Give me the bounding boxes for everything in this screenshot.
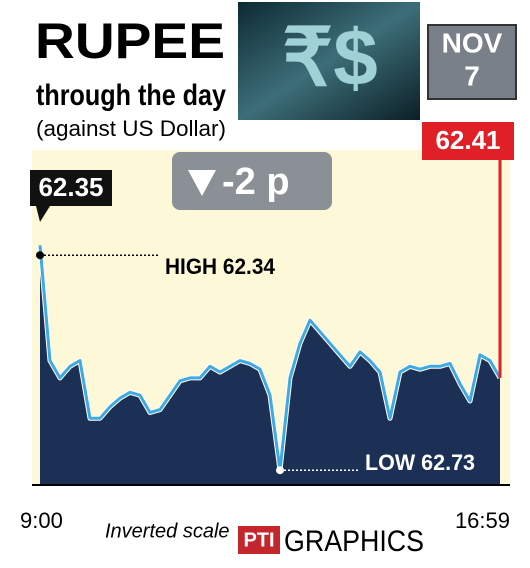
date-day: 7 — [464, 60, 480, 91]
annotation-text: HIGH 62.34 — [165, 254, 276, 279]
annotation-dot — [276, 466, 284, 475]
date-month: NOV — [442, 27, 503, 58]
open-pointer — [36, 206, 50, 222]
change: -2 p — [222, 161, 290, 203]
down-arrow — [188, 170, 216, 196]
change-box — [172, 152, 332, 210]
close-label: 62.41 — [435, 125, 500, 155]
icon-image — [238, 2, 420, 120]
x-end-label: 16:59 — [455, 508, 510, 533]
line — [38, 245, 502, 472]
title: RUPEE — [35, 13, 225, 69]
logo-box — [238, 526, 280, 554]
subtitle2: (against US Dollar) — [36, 116, 226, 141]
annotation-text: LOW 62.73 — [365, 450, 475, 475]
subtitle: through the day — [36, 79, 226, 112]
open-box — [30, 170, 112, 206]
x-start-label: 9:00 — [20, 508, 63, 533]
annotation-dot — [36, 251, 44, 260]
area-fill — [40, 245, 500, 485]
open-label: 62.35 — [38, 172, 103, 202]
close-box — [422, 122, 514, 160]
credit: GRAPHICS — [284, 525, 424, 558]
date-box — [427, 24, 517, 100]
icon-symbols: ₹$ — [282, 13, 377, 102]
note: Inverted scale — [105, 520, 230, 542]
credit-logo: PTI — [243, 529, 274, 551]
